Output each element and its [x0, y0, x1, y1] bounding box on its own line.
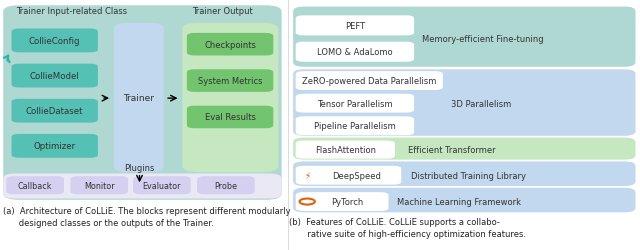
FancyBboxPatch shape	[12, 64, 98, 88]
FancyBboxPatch shape	[70, 176, 128, 194]
Text: Trainer Output: Trainer Output	[192, 7, 253, 16]
FancyBboxPatch shape	[293, 70, 636, 136]
FancyBboxPatch shape	[3, 174, 282, 199]
Text: Machine Learning Framework: Machine Learning Framework	[397, 197, 522, 206]
FancyBboxPatch shape	[296, 166, 401, 185]
FancyBboxPatch shape	[187, 70, 273, 92]
FancyBboxPatch shape	[197, 176, 255, 194]
FancyBboxPatch shape	[296, 16, 414, 36]
Text: Callback: Callback	[18, 181, 52, 190]
FancyBboxPatch shape	[12, 134, 98, 158]
FancyBboxPatch shape	[6, 176, 64, 194]
FancyBboxPatch shape	[133, 176, 191, 194]
FancyBboxPatch shape	[296, 192, 388, 211]
Text: 3D Parallelism: 3D Parallelism	[451, 100, 511, 109]
Text: Distributed Training Library: Distributed Training Library	[411, 171, 526, 180]
Text: (b)  Features of CoLLiE. CoLLiE supports a collabo-
       rative suite of high-: (b) Features of CoLLiE. CoLLiE supports …	[289, 218, 526, 238]
Text: Eval Results: Eval Results	[205, 113, 255, 122]
FancyBboxPatch shape	[296, 72, 443, 90]
Text: PEFT: PEFT	[345, 22, 365, 31]
FancyBboxPatch shape	[187, 34, 273, 56]
Text: LOMO & AdaLomo: LOMO & AdaLomo	[317, 48, 393, 57]
FancyBboxPatch shape	[187, 106, 273, 129]
Text: Trainer: Trainer	[124, 94, 154, 102]
Text: DeepSpeed: DeepSpeed	[332, 171, 381, 180]
FancyBboxPatch shape	[296, 141, 395, 159]
Text: Tensor Parallelism: Tensor Parallelism	[317, 99, 393, 108]
FancyBboxPatch shape	[296, 117, 414, 136]
Text: PyTorch: PyTorch	[331, 197, 364, 206]
Text: ZeRO-powered Data Parallelism: ZeRO-powered Data Parallelism	[302, 77, 436, 86]
FancyBboxPatch shape	[12, 29, 98, 53]
Text: FlashAttention: FlashAttention	[315, 146, 376, 154]
FancyBboxPatch shape	[293, 162, 636, 186]
Text: Efficient Transformer: Efficient Transformer	[408, 146, 496, 154]
FancyBboxPatch shape	[293, 8, 636, 68]
Text: Plugins: Plugins	[124, 163, 155, 172]
Text: CollieModel: CollieModel	[30, 72, 79, 81]
Text: Monitor: Monitor	[84, 181, 115, 190]
Text: (a)  Architecture of CoLLiE. The blocks represent different modularly
      desi: (a) Architecture of CoLLiE. The blocks r…	[3, 206, 291, 227]
FancyBboxPatch shape	[296, 42, 414, 62]
FancyBboxPatch shape	[293, 138, 636, 160]
FancyBboxPatch shape	[12, 99, 98, 123]
Text: Memory-efficient Fine-tuning: Memory-efficient Fine-tuning	[422, 35, 544, 44]
Text: Evaluator: Evaluator	[143, 181, 181, 190]
FancyBboxPatch shape	[3, 6, 282, 200]
FancyArrowPatch shape	[4, 56, 10, 63]
FancyBboxPatch shape	[296, 94, 414, 113]
Text: CollieDataset: CollieDataset	[26, 107, 83, 116]
Text: System Metrics: System Metrics	[198, 77, 262, 86]
Text: Optimizer: Optimizer	[34, 142, 76, 151]
FancyBboxPatch shape	[114, 24, 164, 172]
Text: Trainer Input-related Class: Trainer Input-related Class	[16, 7, 127, 16]
Text: ⚡: ⚡	[304, 171, 310, 180]
Text: Checkpoints: Checkpoints	[204, 40, 256, 50]
Text: Pipeline Parallelism: Pipeline Parallelism	[314, 122, 396, 131]
FancyBboxPatch shape	[182, 24, 278, 172]
Text: Probe: Probe	[214, 181, 237, 190]
Text: CollieConfig: CollieConfig	[29, 37, 81, 46]
FancyBboxPatch shape	[293, 188, 636, 212]
